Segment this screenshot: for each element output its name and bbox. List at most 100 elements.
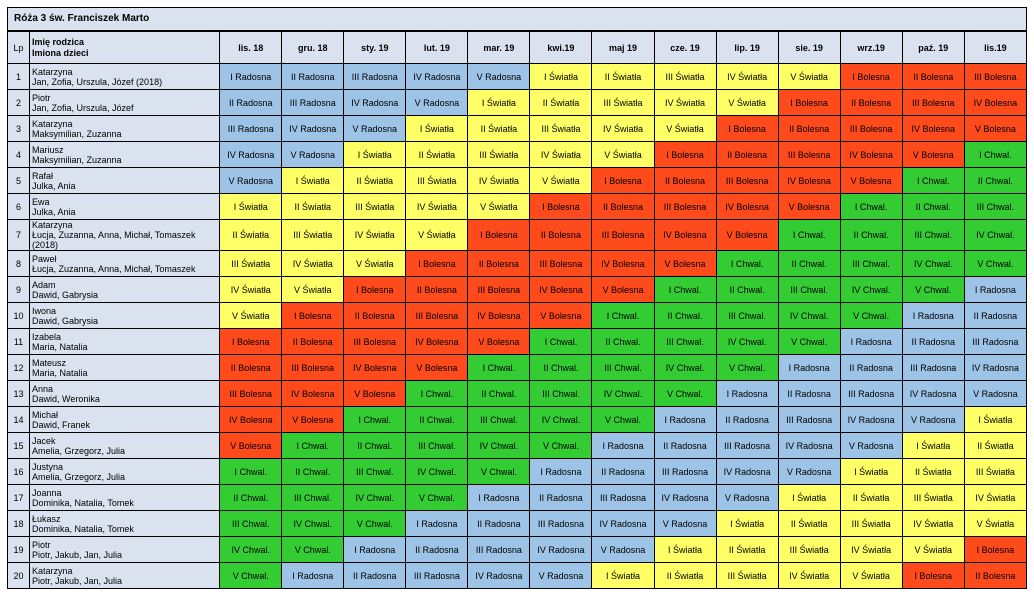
parent-name: Piotr <box>32 92 51 103</box>
parent-name: Izabela <box>32 331 62 342</box>
children-names: Maria, Natalia <box>32 341 88 352</box>
children-names: Dawid, Franek <box>32 419 91 430</box>
mystery-cell: II Bolesna <box>405 276 469 303</box>
mystery-cell: IV Radosna <box>405 63 469 90</box>
mystery-cell: V Światła <box>281 276 345 303</box>
parent-name: Rafał <box>32 170 54 181</box>
mystery-cell: V Radosna <box>467 63 531 90</box>
mystery-cell: III Bolesna <box>839 115 903 142</box>
mystery-cell: V Radosna <box>343 115 407 142</box>
table-row: 11 Izabela Maria, Natalia I Bolesna II Boles… <box>6 328 1028 355</box>
mystery-cell: I Bolesna <box>529 193 593 220</box>
mystery-cell: I Chwal. <box>839 193 903 220</box>
mystery-cell: I Radosna <box>591 432 655 459</box>
children-names: Jan, Zofia, Urszula, Józef (2018) <box>32 76 163 87</box>
row-number: 1 <box>6 63 31 90</box>
mystery-cell: V Światła <box>343 250 407 277</box>
mystery-cell: IV Chwal. <box>219 536 283 563</box>
mystery-cell: I Światła <box>405 115 469 142</box>
mystery-cell: I Światła <box>653 536 717 563</box>
children-names: Piotr, Jakub, Jan, Julia <box>32 575 123 586</box>
row-names: Michał Dawid, Franek <box>29 406 221 433</box>
row-names: Justyna Amelia, Grzegorz, Julia <box>29 458 221 485</box>
row-number: 19 <box>6 536 31 563</box>
mystery-cell: III Chwal. <box>467 406 531 433</box>
mystery-cell: III Bolesna <box>963 63 1028 90</box>
mystery-cell: V Światła <box>529 167 593 194</box>
mystery-cell: V Bolesna <box>963 115 1028 142</box>
parent-name: Iwona <box>32 305 57 316</box>
mystery-cell: II Chwal. <box>777 250 841 277</box>
mystery-cell: III Chwal. <box>405 432 469 459</box>
mystery-cell: V Radosna <box>529 562 593 589</box>
mystery-cell: I Bolesna <box>281 302 345 329</box>
mystery-cell: IV Radosna <box>963 354 1028 381</box>
mystery-cell: IV Radosna <box>839 406 903 433</box>
mystery-cell: III Bolesna <box>529 250 593 277</box>
mystery-cell: II Światła <box>219 219 283 251</box>
mystery-cell: II Światła <box>901 458 965 485</box>
mystery-cell: III Bolesna <box>777 141 841 168</box>
mystery-cell: I Chwal. <box>219 458 283 485</box>
mystery-cell: V Chwal. <box>901 276 965 303</box>
mystery-cell: I Światła <box>901 432 965 459</box>
mystery-cell: I Radosna <box>653 406 717 433</box>
mystery-cell: III Światła <box>653 63 717 90</box>
mystery-cell: II Radosna <box>715 406 779 433</box>
table-row: 13 Anna Dawid, Weronika III Bolesna IV Boles… <box>6 380 1028 407</box>
mystery-cell: II Chwal. <box>281 458 345 485</box>
mystery-cell: IV Chwal. <box>839 276 903 303</box>
mystery-cell: V Światła <box>219 302 283 329</box>
mystery-cell: V Radosna <box>591 536 655 563</box>
mystery-cell: II Bolesna <box>219 354 283 381</box>
mystery-cell: I Światła <box>529 63 593 90</box>
mystery-cell: III Chwal. <box>963 193 1028 220</box>
mystery-cell: V Chwal. <box>405 484 469 511</box>
mystery-cell: IV Chwal. <box>653 354 717 381</box>
mystery-cell: II Światła <box>653 562 717 589</box>
row-number: 10 <box>6 302 31 329</box>
header-month: cze. 19 <box>653 31 717 64</box>
header-month: gru. 18 <box>281 31 345 64</box>
mystery-cell: II Bolesna <box>529 219 593 251</box>
mystery-cell: IV Radosna <box>901 380 965 407</box>
row-names: Katarzyna Łucja, Zuzanna, Anna, Michał, T… <box>29 219 221 251</box>
mystery-cell: II Bolesna <box>653 167 717 194</box>
mystery-cell: II Chwal. <box>219 484 283 511</box>
mystery-cell: III Światła <box>901 484 965 511</box>
table-row: 19 Piotr Piotr, Jakub, Jan, Julia IV Chwal.… <box>6 536 1028 563</box>
mystery-cell: I Bolesna <box>343 276 407 303</box>
parent-name: Katarzyna <box>32 565 73 576</box>
mystery-cell: V Chwal. <box>839 302 903 329</box>
table-row: 4 Mariusz Maksymilian, Zuzanna IV Radosna V … <box>6 141 1028 168</box>
row-number: 3 <box>6 115 31 142</box>
row-names: Katarzyna Jan, Zofia, Urszula, Józef (201… <box>29 63 221 90</box>
mystery-cell: I Bolesna <box>591 167 655 194</box>
mystery-cell: I Chwal. <box>963 141 1028 168</box>
mystery-cell: V Radosna <box>839 432 903 459</box>
mystery-cell: IV Bolesna <box>963 89 1028 116</box>
mystery-cell: II Światła <box>715 536 779 563</box>
mystery-cell: I Światła <box>343 141 407 168</box>
mystery-cell: III Radosna <box>653 458 717 485</box>
mystery-cell: V Radosna <box>653 510 717 537</box>
mystery-cell: V Chwal. <box>343 510 407 537</box>
mystery-cell: III Chwal. <box>219 510 283 537</box>
mystery-cell: II Światła <box>839 484 903 511</box>
mystery-cell: V Bolesna <box>591 276 655 303</box>
mystery-cell: IV Chwal. <box>529 406 593 433</box>
mystery-cell: I Chwal. <box>653 276 717 303</box>
parent-name: Paweł <box>32 253 57 264</box>
mystery-cell: IV Radosna <box>281 115 345 142</box>
parent-name: Katarzyna <box>32 220 73 231</box>
mystery-cell: I Światła <box>839 458 903 485</box>
mystery-cell: III Chwal. <box>839 250 903 277</box>
mystery-cell: IV Bolesna <box>839 141 903 168</box>
mystery-cell: I Bolesna <box>777 89 841 116</box>
mystery-cell: V Radosna <box>777 458 841 485</box>
mystery-cell: I Chwal. <box>901 167 965 194</box>
parent-name: Piotr <box>32 539 51 550</box>
mystery-cell: I Chwal. <box>343 406 407 433</box>
header-month: wrz.19 <box>839 31 903 64</box>
header-month: mar. 19 <box>467 31 531 64</box>
